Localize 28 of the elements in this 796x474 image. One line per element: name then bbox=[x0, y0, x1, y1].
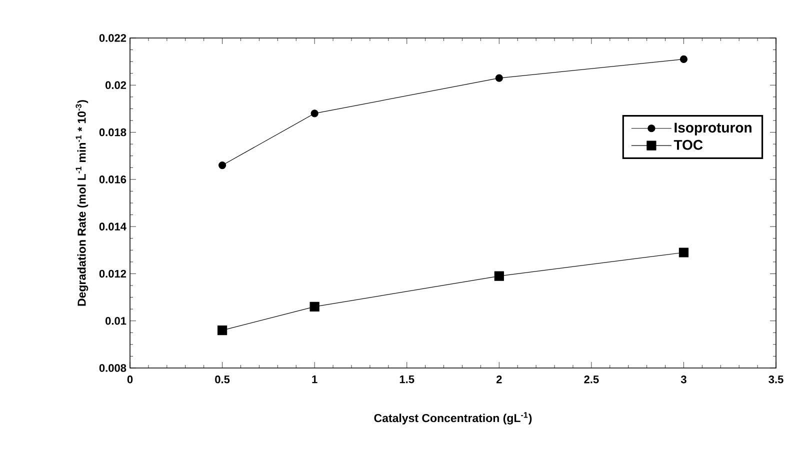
point bbox=[218, 161, 226, 170]
point bbox=[680, 55, 688, 64]
x-tick-label: 2.5 bbox=[584, 376, 599, 384]
x-tick-label: 3 bbox=[680, 376, 686, 384]
point bbox=[678, 248, 689, 258]
x-tick-label: 0.5 bbox=[215, 376, 230, 384]
x-tick-label: 1 bbox=[312, 376, 318, 384]
point bbox=[310, 302, 320, 312]
legend-label: Isoproturon bbox=[674, 122, 752, 136]
y-tick-label: 0.018 bbox=[99, 128, 126, 136]
legend-label: TOC bbox=[674, 140, 703, 150]
x-tick-label: 0 bbox=[127, 376, 133, 384]
x-tick-label: 1.5 bbox=[400, 376, 414, 384]
x-axis-title: Catalyst Concentration (gL$^{-1}$) bbox=[374, 412, 532, 424]
point bbox=[495, 74, 503, 82]
y-tick-label: 0.02 bbox=[106, 81, 126, 90]
point bbox=[217, 325, 228, 336]
y-tick-label: 0.016 bbox=[99, 176, 126, 184]
point bbox=[310, 110, 318, 118]
x-tick-label: 2 bbox=[496, 376, 502, 384]
point bbox=[494, 271, 504, 281]
y-tick-label: 0.022 bbox=[99, 34, 126, 42]
y-tick-label: 0.01 bbox=[106, 316, 126, 325]
y-axis-title: Degradation Rate (mol L$^{-1}$ min$^{-1}$ * 10$^{-3}$) bbox=[76, 100, 88, 306]
y-tick-label: 0.014 bbox=[99, 222, 126, 230]
y-tick-label: 0.008 bbox=[99, 364, 126, 372]
x-tick-label: 3.5 bbox=[768, 376, 784, 384]
y-tick-label: 0.012 bbox=[99, 270, 126, 278]
